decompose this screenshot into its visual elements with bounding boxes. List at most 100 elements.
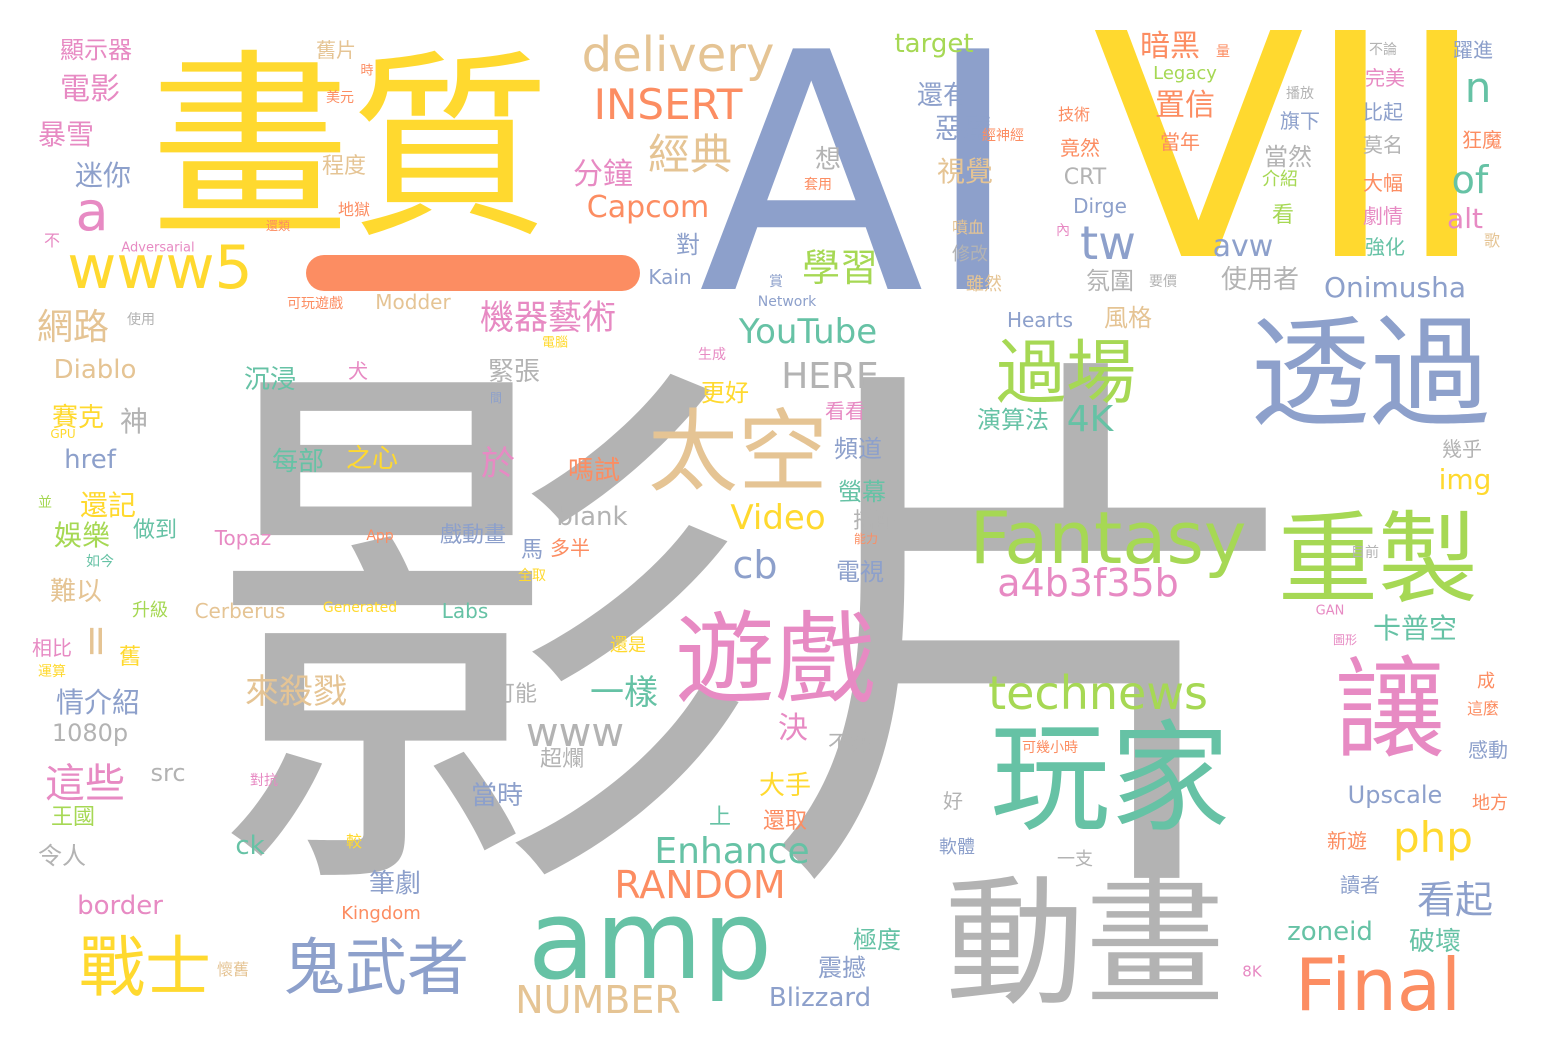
cloud-word: Fantasy — [969, 496, 1247, 580]
cloud-word: a — [75, 180, 109, 243]
cloud-word: 看看 — [825, 399, 865, 423]
cloud-word: 頻道 — [834, 435, 882, 463]
cloud-word: 讀者 — [1340, 873, 1380, 897]
cloud-word: 看 — [1271, 203, 1295, 228]
cloud-word: RANDOM — [614, 863, 786, 907]
cloud-word: 對 — [676, 231, 700, 259]
cloud-word: 極度 — [853, 926, 901, 954]
cloud-word: 旗下 — [1280, 109, 1320, 133]
cloud-word: a4b3f35b — [997, 561, 1179, 605]
cloud-word: 地方 — [1472, 793, 1508, 814]
cloud-word: 玩家 — [990, 710, 1230, 849]
cloud-word: 目前 — [1351, 545, 1379, 561]
cloud-word: Adversarial — [121, 240, 195, 256]
cloud-word: 1080p — [51, 719, 129, 747]
cloud-word: 介紹 — [1262, 169, 1298, 190]
cloud-word: 美元 — [326, 90, 354, 106]
cloud-word: 完美 — [1365, 66, 1405, 90]
cloud-word: 網路 — [36, 307, 110, 348]
cloud-word: YouTube — [738, 312, 878, 352]
cloud-word: 較 — [345, 832, 363, 851]
cloud-word: zoneid — [1287, 917, 1373, 947]
cloud-word: amp — [527, 876, 773, 1004]
cloud-word: 新遊 — [1327, 829, 1367, 853]
cloud-word: 置信 — [1155, 88, 1215, 123]
cloud-word: 懷舊 — [216, 960, 250, 979]
cloud-word: 一支 — [1057, 849, 1093, 870]
cloud-word: 演算法 — [977, 406, 1049, 434]
cloud-word: 震撼 — [818, 954, 866, 982]
cloud-word: Blizzard — [768, 983, 872, 1013]
cloud-word: 量 — [1216, 44, 1230, 60]
cloud-word: 搭配 — [852, 509, 898, 534]
cloud-word: 不 — [43, 231, 61, 250]
cloud-word: 嗎試 — [567, 456, 621, 486]
cloud-word: 當時 — [470, 781, 524, 811]
cloud-word: Cerberus — [194, 599, 286, 623]
cloud-word: 幾乎 — [1442, 437, 1482, 461]
cloud-word: 做到 — [132, 518, 178, 543]
cloud-word: 全取 — [518, 568, 546, 584]
cloud-word: 這些 — [45, 761, 125, 807]
cloud-word: 惡魔 — [934, 112, 992, 145]
cloud-word: 暴雪 — [37, 118, 95, 151]
cloud-word: 動畫 — [944, 863, 1226, 1026]
cloud-word: 播放 — [1286, 86, 1314, 102]
cloud-word: ck — [235, 831, 265, 861]
cloud-word: 看起 — [1416, 878, 1494, 922]
cloud-word: 時 — [360, 63, 374, 79]
cloud-word: 不妨 — [827, 732, 873, 757]
cloud-word: 相比 — [32, 636, 72, 660]
cloud-word: 娛樂 — [53, 519, 111, 552]
cloud-word: 超爛 — [539, 747, 585, 772]
cloud-word: target — [894, 29, 974, 59]
cloud-word: CRT — [1063, 165, 1107, 190]
cloud-word: Capcom — [586, 190, 710, 225]
cloud-word: Kingdom — [341, 903, 421, 924]
cloud-word: 技術 — [1057, 105, 1091, 124]
cloud-word: 沉浸 — [243, 365, 297, 395]
cloud-word: 遊戲 — [675, 601, 875, 718]
cloud-word: 上 — [708, 805, 732, 830]
cloud-word: alt — [1447, 202, 1483, 235]
cloud-word: Video — [730, 498, 826, 538]
cloud-word: Upscale — [1347, 781, 1443, 809]
cloud-word: 卡普空 — [1372, 612, 1458, 645]
cloud-word: 使用者 — [1220, 265, 1300, 295]
cloud-word: 這麼 — [1466, 699, 1500, 718]
cloud-word: 太空 — [648, 400, 828, 505]
cloud-word: 戰士 — [79, 929, 211, 1006]
cloud-word: 還有 — [916, 81, 970, 111]
cloud-word: 歌 — [1483, 231, 1501, 250]
cloud-word: 劇情 — [1363, 204, 1403, 228]
cloud-word: 運算 — [38, 664, 66, 680]
cloud-word: 戲動畫 — [439, 523, 507, 548]
cloud-word: 犬 — [348, 359, 368, 383]
cloud-word: avw — [1212, 229, 1274, 264]
cloud-word: technews — [988, 666, 1208, 720]
cloud-word: 風格 — [1104, 304, 1152, 332]
cloud-word: 來殺戮 — [245, 672, 347, 712]
cloud-word: 難以 — [49, 577, 103, 607]
cloud-word: 地獄 — [337, 200, 371, 219]
cloud-word: 當年 — [1160, 130, 1200, 154]
cloud-word: 電腦 — [541, 335, 569, 351]
cloud-word: Legacy — [1153, 63, 1217, 84]
decorative-dash-stroke — [306, 255, 640, 291]
cloud-word: 賞 — [769, 274, 783, 290]
cloud-word: 還記 — [79, 489, 137, 522]
cloud-word: 破壞 — [1408, 927, 1462, 957]
cloud-word: 神 — [119, 405, 149, 438]
cloud-word: 重製 — [1278, 501, 1478, 618]
cloud-word: 電影 — [60, 72, 120, 107]
cloud-word: 竟然 — [1060, 136, 1100, 160]
cloud-word: 大手 — [758, 771, 812, 801]
cloud-word: Modder — [375, 290, 451, 314]
cloud-word: 可玩遊戲 — [287, 296, 343, 312]
cloud-word: href — [64, 445, 116, 475]
cloud-word: tw — [1080, 216, 1136, 270]
cloud-word: Onimusha — [1323, 271, 1467, 304]
cloud-word: 之心 — [345, 444, 399, 474]
cloud-word: 大幅 — [1363, 171, 1403, 195]
cloud-word: delivery — [581, 27, 775, 83]
